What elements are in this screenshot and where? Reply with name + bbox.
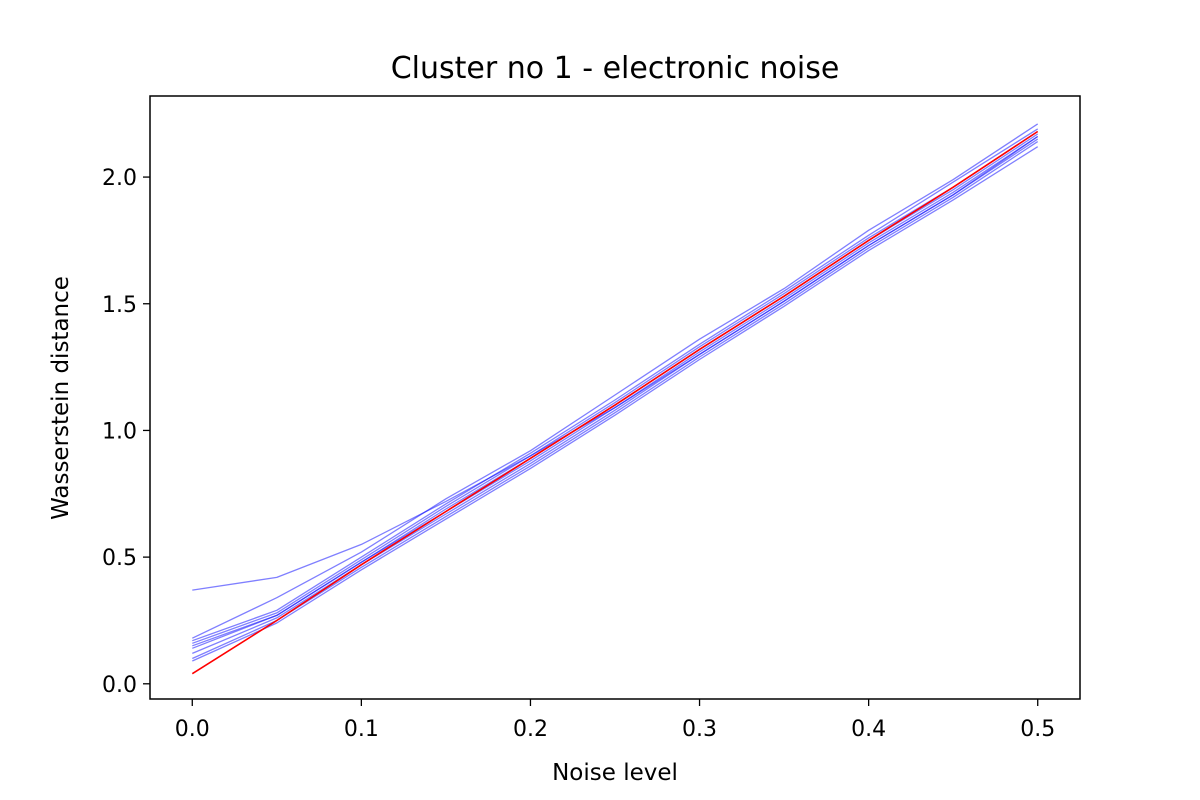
x-axis-ticks: 0.0 0.1 0.2 0.3 0.4 0.5 — [175, 699, 1055, 742]
x-tick-label: 0.5 — [1020, 717, 1055, 742]
y-tick-label: 1.0 — [102, 419, 137, 444]
series-line-10 — [191, 130, 1039, 675]
x-tick-label: 0.3 — [682, 717, 717, 742]
series-line-9 — [192, 146, 1039, 662]
x-tick-label: 0.0 — [175, 717, 210, 742]
x-tick-label: 0.2 — [513, 717, 548, 742]
y-tick-label: 1.5 — [102, 293, 137, 318]
plot-area — [191, 123, 1039, 675]
chart-title: Cluster no 1 - electronic noise — [391, 51, 840, 86]
x-axis-label: Noise level — [552, 760, 678, 786]
series-line-3 — [192, 128, 1039, 642]
series-line-2 — [192, 123, 1039, 639]
x-tick-label: 0.1 — [344, 717, 379, 742]
series-line-4 — [192, 130, 1039, 644]
y-tick-label: 2.0 — [102, 166, 137, 191]
series-line-6 — [192, 135, 1039, 649]
y-tick-label: 0.0 — [102, 673, 137, 698]
y-axis-ticks: 0.0 0.5 1.0 1.5 2.0 — [102, 166, 150, 698]
y-tick-label: 0.5 — [102, 546, 137, 571]
axes-frame — [149, 95, 1081, 700]
y-axis-label: Wasserstein distance — [48, 276, 74, 520]
x-tick-label: 0.4 — [851, 717, 886, 742]
series-line-8 — [192, 141, 1039, 660]
